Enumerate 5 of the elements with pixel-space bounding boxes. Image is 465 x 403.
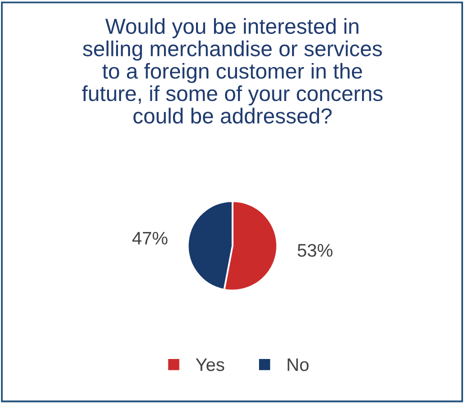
chart-title: Would you be interested in selling merchandise or services to a foreign customer in the future, if some of your concerns could be addressed? bbox=[82, 18, 382, 124]
data-label: 53% bbox=[298, 244, 332, 257]
legend-label: No bbox=[288, 358, 309, 372]
legend-label: Yes bbox=[196, 358, 224, 372]
data-label: 47% bbox=[132, 232, 168, 245]
